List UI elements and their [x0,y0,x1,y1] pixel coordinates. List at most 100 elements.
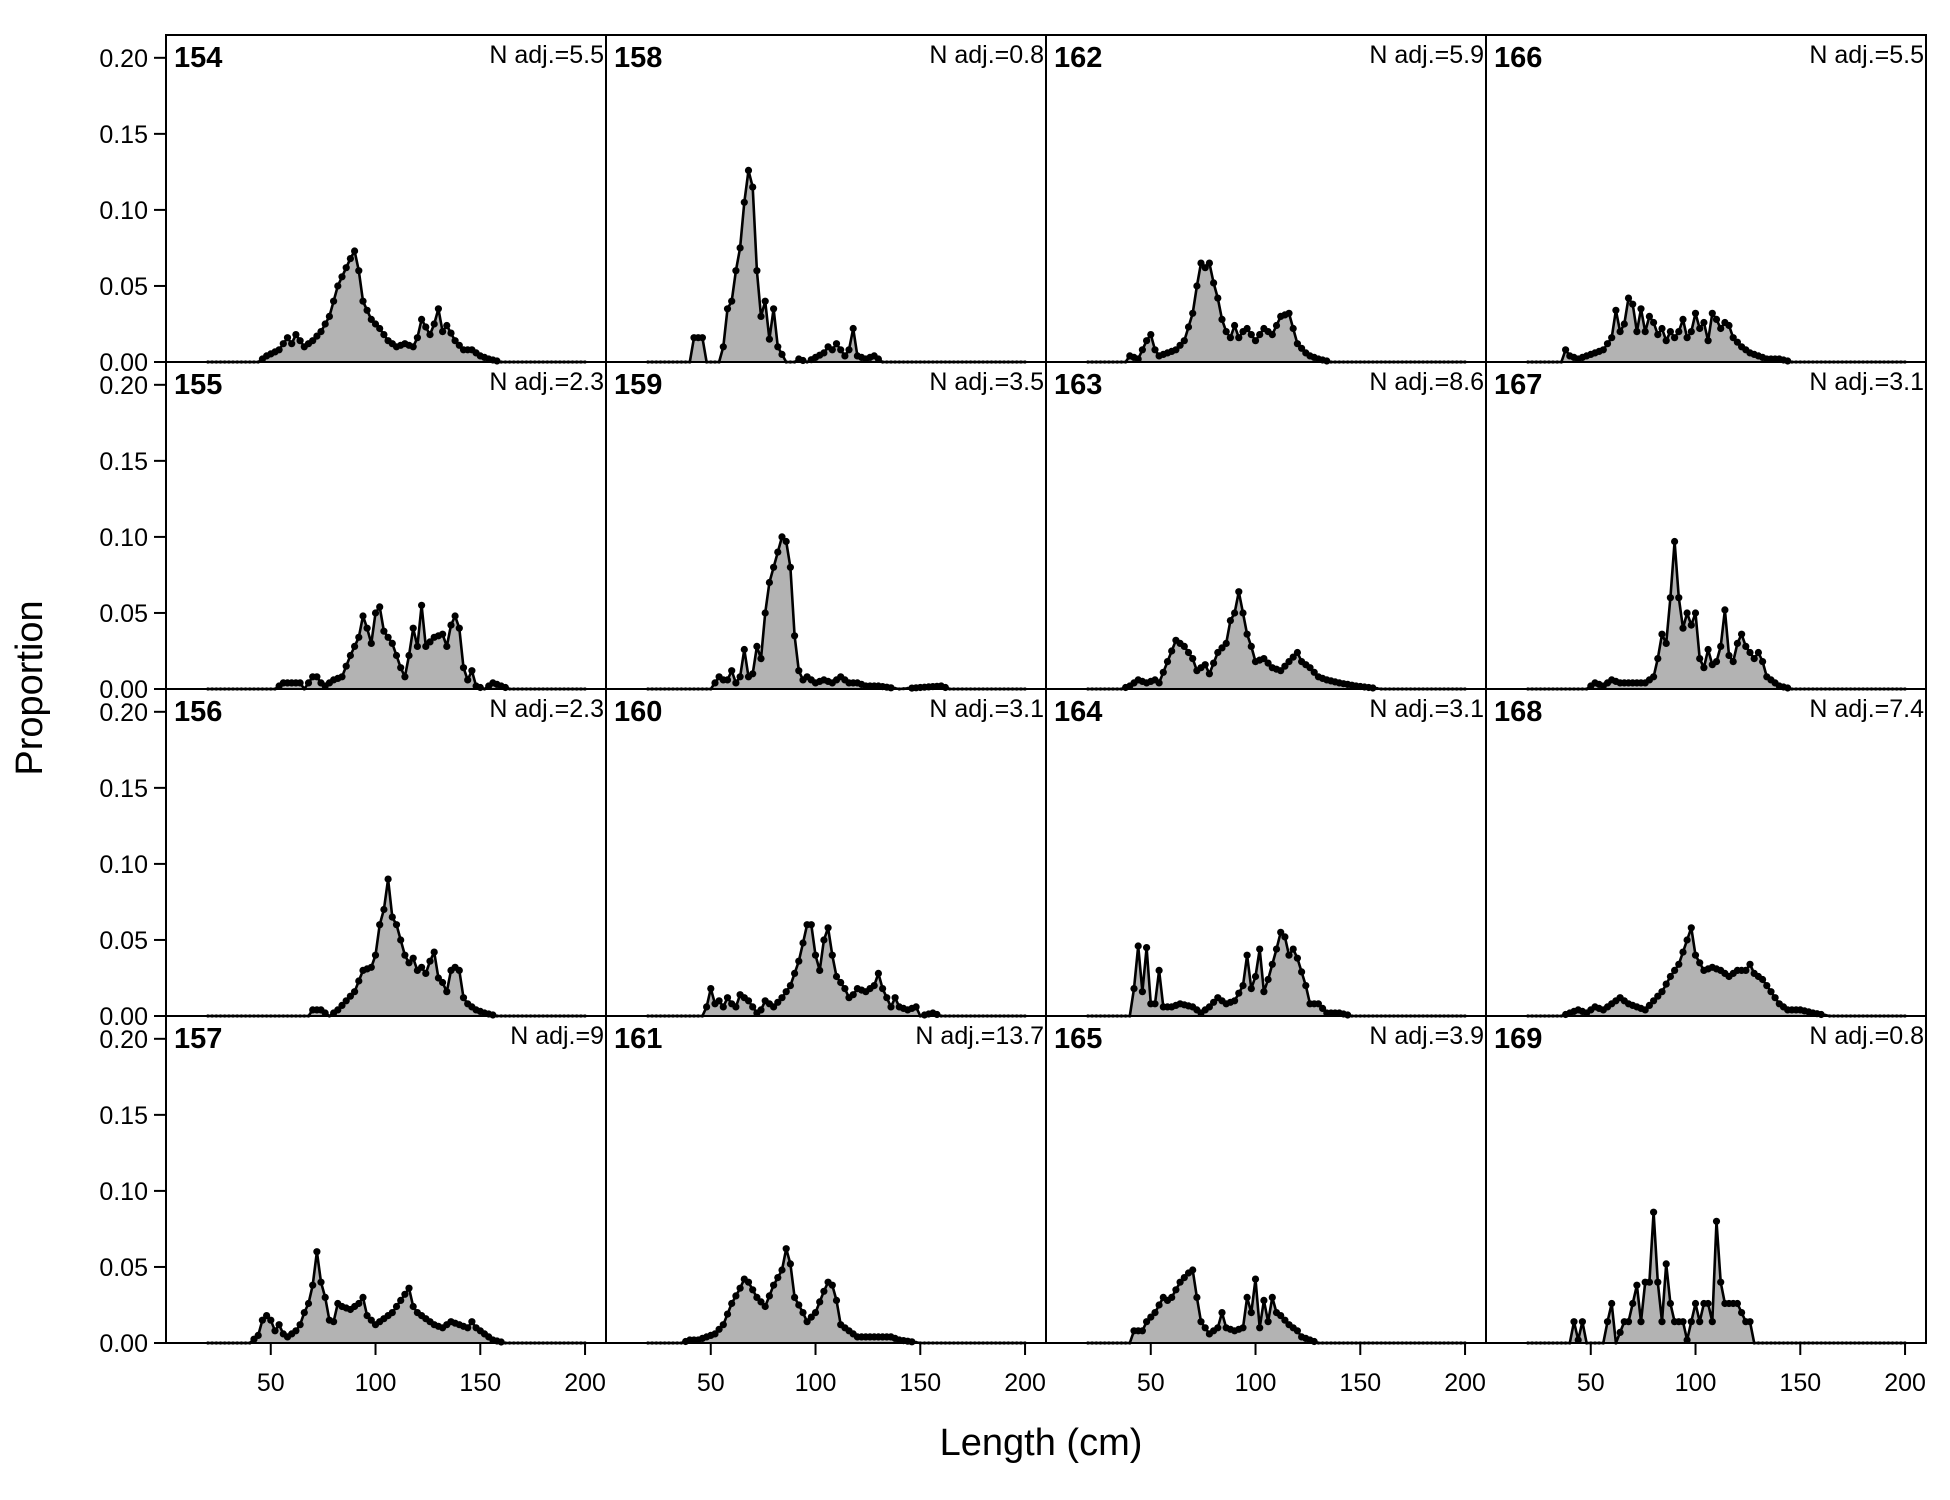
data-point [401,673,409,681]
y-tick-label: 0.00 [99,676,148,704]
data-point [1654,1278,1662,1286]
data-point [1637,305,1645,313]
data-point [1666,1299,1674,1308]
y-tick-label: 0.00 [99,349,148,377]
data-point [1650,673,1658,681]
data-point [770,1003,778,1011]
data-point [1243,324,1251,333]
data-point [1226,617,1234,625]
data-point [832,972,841,981]
data-point [1675,594,1683,602]
data-point [795,1301,803,1309]
data-point [1624,1318,1633,1326]
data-point [439,630,447,638]
data-point [1759,975,1767,984]
data-point [1272,321,1281,330]
data-point [1201,264,1209,272]
data-point [1176,341,1184,349]
data-point [1243,1293,1251,1301]
data-point [422,642,430,651]
data-point [837,978,845,987]
n-adj-label: N adj.=5.5 [489,41,604,69]
data-point [338,673,346,681]
data-point [1235,588,1243,596]
data-point [1729,334,1737,342]
y-tick-label: 0.10 [99,197,148,225]
data-point [1733,1299,1741,1308]
data-point [1293,1327,1301,1335]
data-point [1268,960,1276,968]
data-point [1662,1260,1670,1268]
n-adj-label: N adj.=8.6 [1369,368,1484,396]
data-point [728,667,736,675]
data-point [820,1287,828,1295]
data-point [1691,609,1700,617]
x-tick-label: 200 [564,1369,606,1397]
data-point [774,998,782,1006]
data-point [719,1003,727,1011]
panel-id-label: 163 [1054,369,1102,401]
data-point [1285,951,1293,959]
panel-163: 163 N adj.=8.6 [1045,361,1487,692]
data-point [1214,1324,1222,1332]
data-point [786,1260,795,1268]
area-fill-165 [1087,1270,1465,1343]
data-point [367,315,375,323]
x-tick-label: 200 [1004,1369,1046,1397]
y-tick-label: 0.15 [99,775,148,803]
x-tick-label: 50 [257,1369,285,1397]
data-point [1277,928,1285,936]
data-point [811,951,820,959]
y-tick-label: 0.10 [99,524,148,552]
data-point [1725,321,1733,330]
data-point [1666,328,1674,336]
panel-id-label: 166 [1494,42,1542,74]
y-tick-label: 0.20 [99,45,148,73]
data-point [1268,331,1276,339]
data-point [1193,282,1201,290]
data-point [1712,658,1721,666]
data-point [1704,645,1712,654]
data-point [321,1293,329,1301]
area-fill-156 [207,879,585,1016]
data-point [1222,639,1230,648]
data-point [1293,954,1301,962]
data-point [849,324,857,333]
panel-frame [1485,34,1927,363]
data-point [786,982,795,990]
data-point [330,1318,338,1326]
panel-156: 156 N adj.=2.3 [165,688,607,1019]
data-point [292,1327,300,1335]
data-point [912,1003,920,1011]
data-point [753,642,761,651]
data-point [1147,331,1155,339]
y-tick-label: 0.00 [99,1003,148,1031]
data-point [757,1298,765,1306]
data-point [723,676,732,684]
data-point [1243,630,1251,638]
data-point [1138,1327,1146,1335]
data-point [1687,621,1695,629]
data-point [426,638,434,646]
data-point [1281,662,1289,670]
data-point [887,684,895,692]
data-point [321,1009,329,1017]
panel-161: 161 N adj.=13.7 [605,1015,1047,1346]
area-fill-164 [1087,932,1465,1016]
data-point [908,1338,916,1346]
x-tick-label: 150 [459,1369,501,1397]
area-fill-155 [207,605,585,689]
data-point [346,651,354,660]
x-tick-label: 50 [697,1369,725,1397]
data-point [430,948,438,956]
data-point [1310,668,1318,676]
data-point [1243,951,1251,959]
panel-frame [1045,688,1487,1017]
data-point [1260,655,1268,663]
data-point [363,1312,371,1320]
data-point [283,334,292,342]
panel-166: 166 N adj.=5.5 [1485,34,1927,365]
data-point [1184,648,1193,657]
data-point [1654,331,1662,339]
data-point [1763,982,1771,990]
